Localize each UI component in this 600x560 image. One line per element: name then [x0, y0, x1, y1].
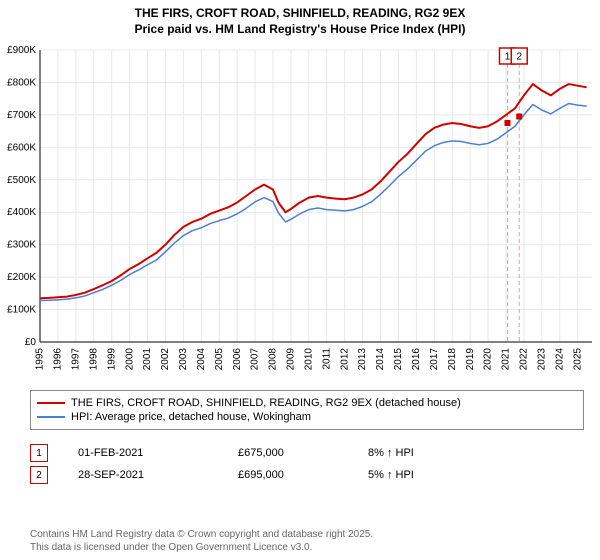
x-tick-label: 2022	[519, 348, 530, 371]
x-tick-label: 2015	[393, 348, 404, 371]
x-tick-label: 2012	[339, 348, 350, 371]
x-tick-label: 1998	[88, 348, 99, 371]
legend-row: HPI: Average price, detached house, Woki…	[37, 411, 577, 423]
x-tick-label: 2006	[232, 348, 243, 371]
sale-point	[516, 114, 522, 120]
legend: THE FIRS, CROFT ROAD, SHINFIELD, READING…	[30, 390, 584, 430]
x-tick-label: 1995	[35, 348, 46, 371]
x-tick-label: 2016	[411, 348, 422, 371]
legend-label: HPI: Average price, detached house, Woki…	[71, 411, 311, 423]
sales-row-badge: 1	[30, 444, 48, 462]
x-tick-label: 2000	[124, 348, 135, 371]
x-tick-label: 1996	[53, 348, 64, 371]
attribution-line1: Contains HM Land Registry data © Crown c…	[30, 528, 570, 541]
y-tick-label: £100K	[7, 305, 36, 316]
sales-row-badge: 2	[30, 466, 48, 484]
sales-row-date: 01-FEB-2021	[78, 447, 238, 459]
legend-swatch	[37, 416, 65, 418]
x-tick-label: 2024	[554, 348, 565, 371]
y-tick-label: £0	[25, 337, 37, 348]
y-tick-label: £200K	[7, 272, 36, 283]
sales-row-date: 28-SEP-2021	[78, 469, 238, 481]
x-tick-label: 2001	[142, 348, 153, 371]
sale-marker-label: 1	[505, 52, 511, 63]
x-tick-label: 2014	[375, 348, 386, 371]
x-tick-label: 2008	[268, 348, 279, 371]
legend-label: THE FIRS, CROFT ROAD, SHINFIELD, READING…	[71, 397, 461, 409]
sales-row: 1 01-FEB-2021£675,0008% ↑ HPI	[30, 444, 570, 462]
chart-title: THE FIRS, CROFT ROAD, SHINFIELD, READING…	[0, 0, 600, 37]
x-tick-label: 2025	[572, 348, 583, 371]
x-tick-label: 2019	[465, 348, 476, 371]
legend-row: THE FIRS, CROFT ROAD, SHINFIELD, READING…	[37, 397, 577, 409]
sales-row-delta: 5% ↑ HPI	[368, 469, 488, 481]
attribution-line2: This data is licensed under the Open Gov…	[30, 541, 570, 554]
sale-point	[504, 120, 510, 126]
x-tick-label: 2020	[483, 348, 494, 371]
title-line2: Price paid vs. HM Land Registry's House …	[0, 22, 600, 38]
y-tick-label: £500K	[7, 175, 36, 186]
sales-row: 2 28-SEP-2021£695,0005% ↑ HPI	[30, 466, 570, 484]
x-tick-label: 2002	[160, 348, 171, 371]
x-tick-label: 1997	[70, 348, 81, 371]
sales-row-price: £695,000	[238, 469, 368, 481]
y-tick-label: £900K	[7, 45, 36, 56]
x-tick-label: 2007	[250, 348, 261, 371]
y-tick-label: £300K	[7, 240, 36, 251]
x-tick-label: 2011	[321, 348, 332, 370]
sale-marker-label: 2	[516, 52, 522, 63]
x-tick-label: 2017	[429, 348, 440, 371]
sales-table: 1 01-FEB-2021£675,0008% ↑ HPI 2 28-SEP-2021…	[30, 440, 570, 488]
x-tick-label: 2021	[501, 348, 512, 371]
x-tick-label: 1999	[106, 348, 117, 371]
legend-swatch	[37, 402, 65, 404]
y-tick-label: £400K	[7, 207, 36, 218]
x-tick-label: 2004	[196, 348, 207, 371]
y-tick-label: £700K	[7, 110, 36, 121]
attribution: Contains HM Land Registry data © Crown c…	[30, 528, 570, 554]
x-tick-label: 2018	[447, 348, 458, 371]
sales-row-delta: 8% ↑ HPI	[368, 447, 488, 459]
x-tick-label: 2023	[536, 348, 547, 371]
sales-row-price: £675,000	[238, 447, 368, 459]
x-tick-label: 2013	[357, 348, 368, 371]
y-tick-label: £600K	[7, 142, 36, 153]
x-tick-label: 2010	[303, 348, 314, 371]
x-tick-label: 2009	[286, 348, 297, 371]
line-chart: £0 £100K £200K £300K £400K £500K £600K £700K £80…	[0, 42, 600, 382]
x-tick-label: 2003	[178, 348, 189, 371]
title-line1: THE FIRS, CROFT ROAD, SHINFIELD, READING…	[0, 6, 600, 22]
chart-svg: £0 £100K £200K £300K £400K £500K £600K £700K £80…	[0, 42, 600, 382]
y-tick-label: £800K	[7, 77, 36, 88]
x-tick-label: 2005	[214, 348, 225, 371]
